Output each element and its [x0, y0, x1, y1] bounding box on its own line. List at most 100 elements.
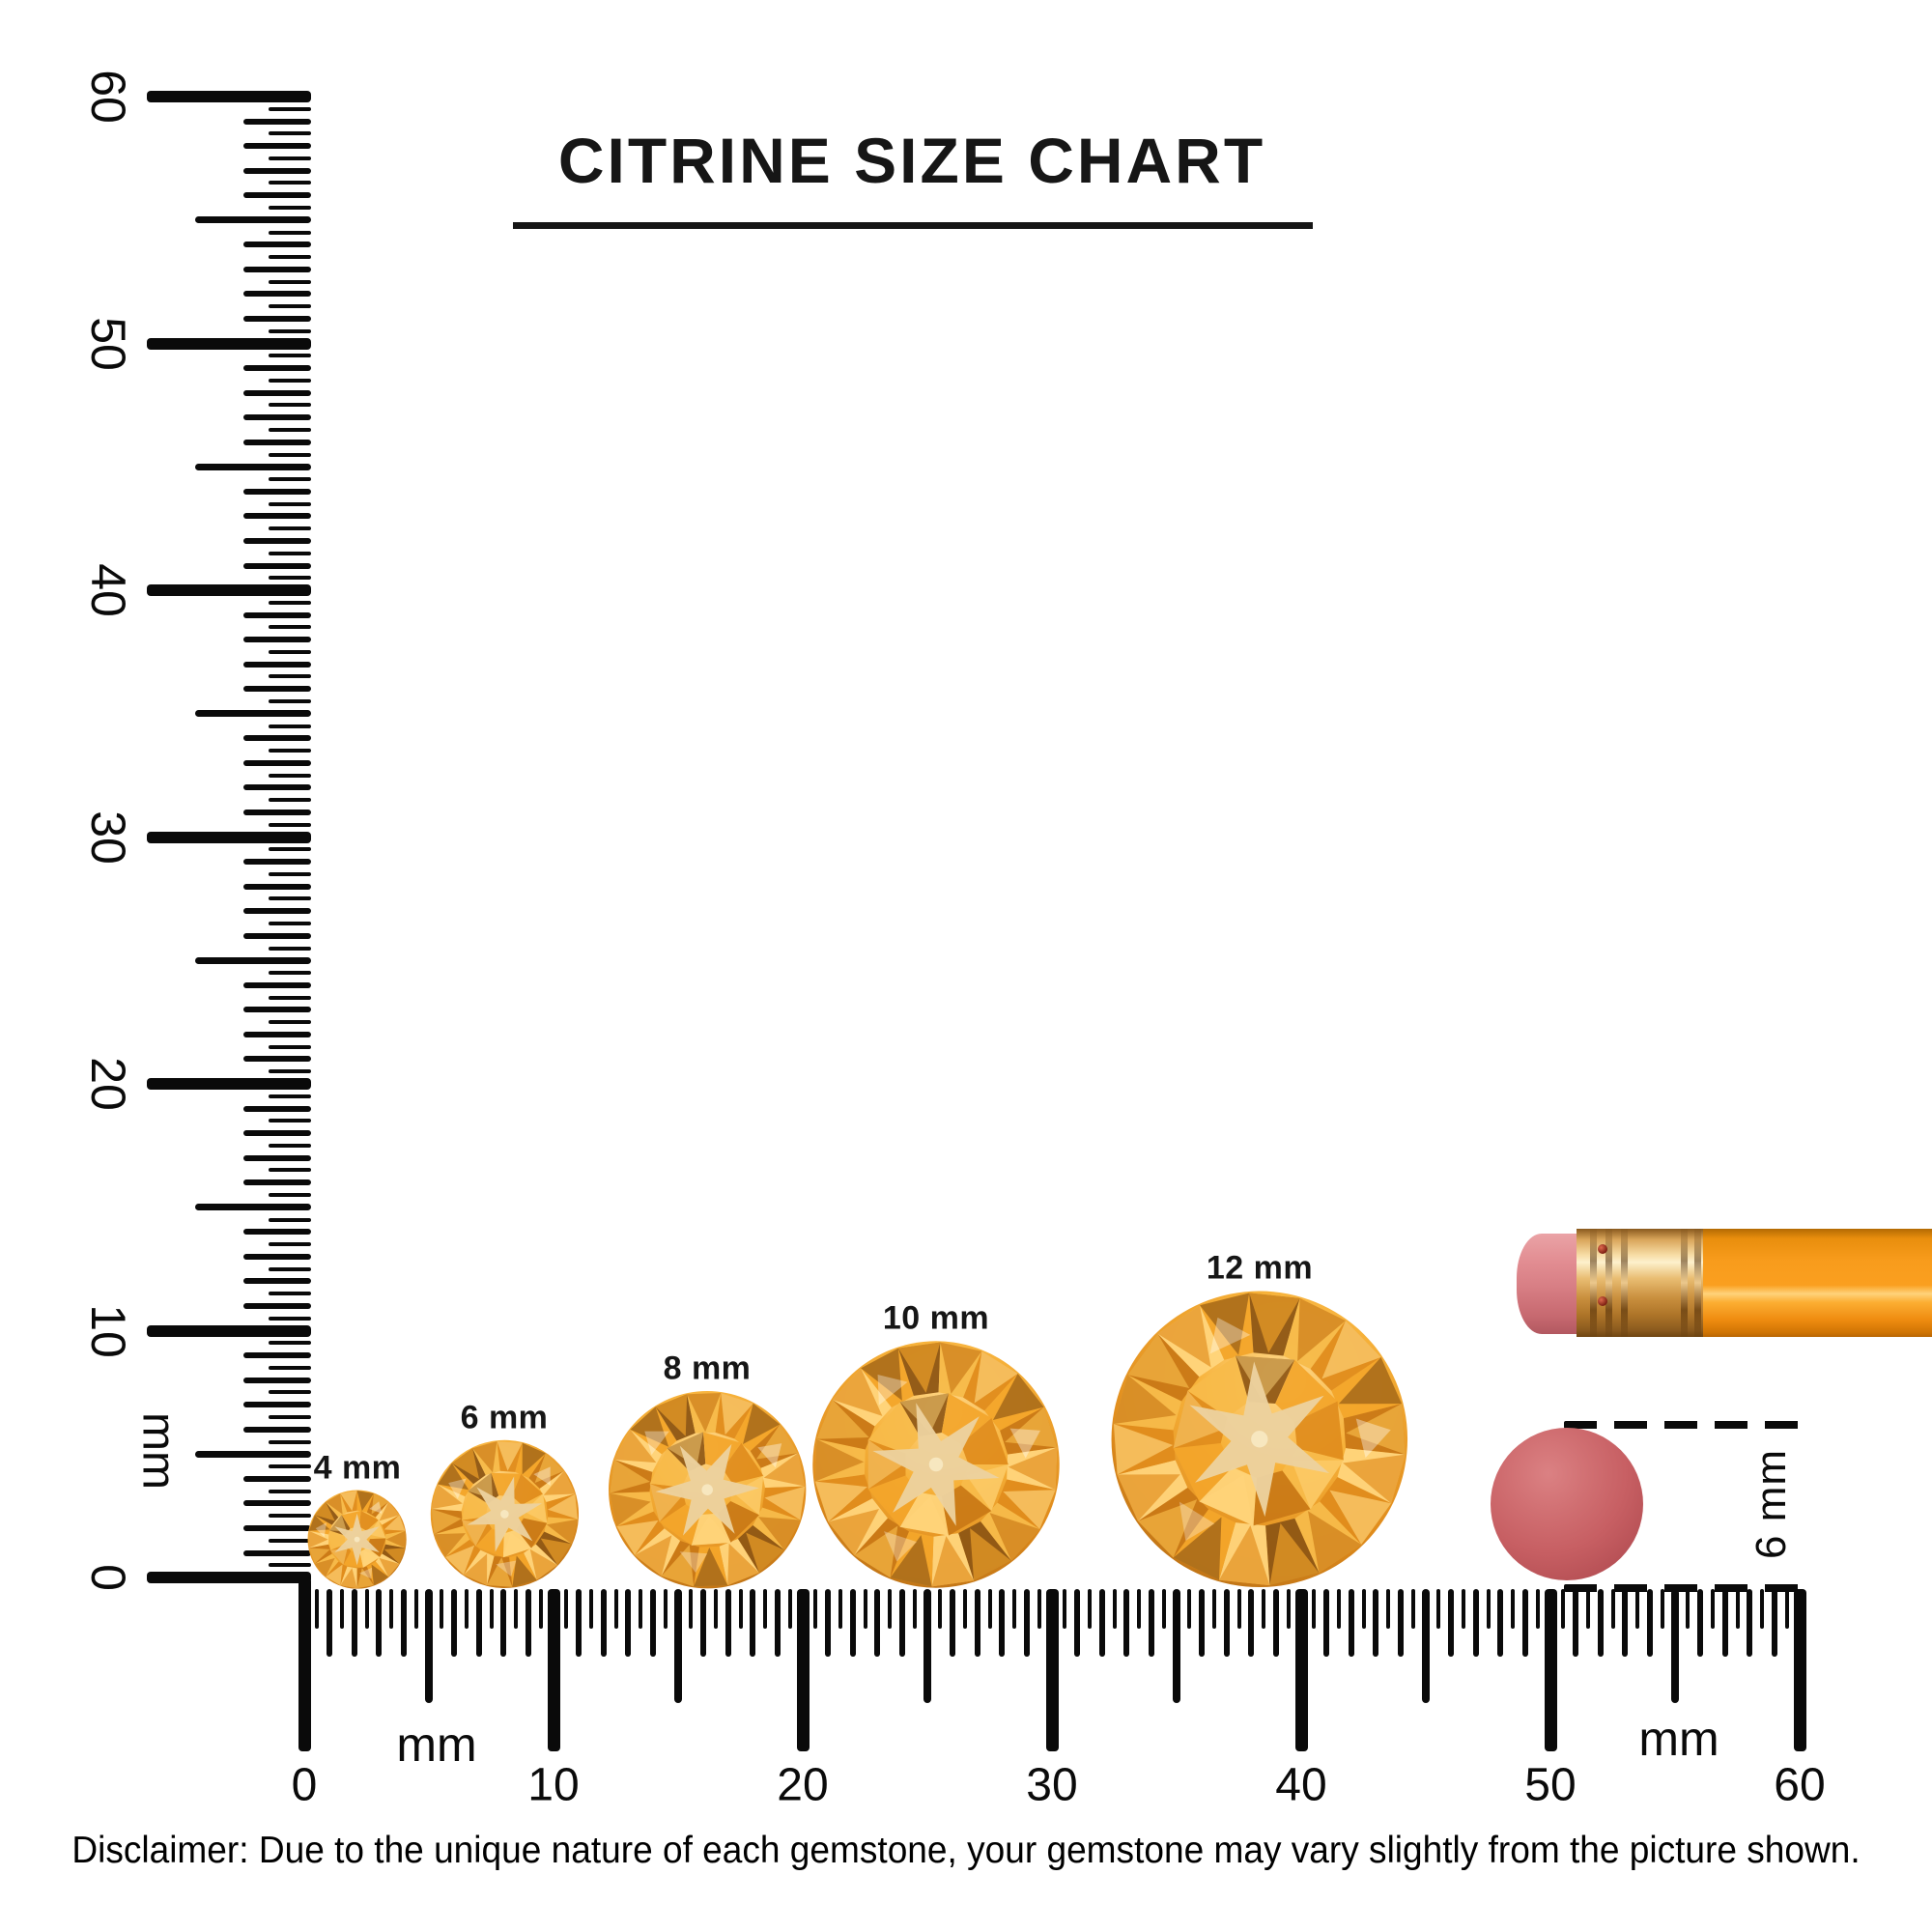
bottom-ruler-tick: [1522, 1589, 1529, 1657]
bottom-ruler-tick: [1461, 1589, 1465, 1629]
gem-10mm: [811, 1340, 1061, 1589]
bottom-ruler-tick: [1024, 1589, 1031, 1657]
bottom-ruler-tick: [1087, 1589, 1092, 1629]
bottom-ruler-tick: [1186, 1589, 1191, 1629]
eraser-disc: [1491, 1428, 1643, 1580]
bottom-ruler-tick: [588, 1589, 593, 1629]
bottom-ruler-tick: [401, 1589, 408, 1657]
disclaimer-text: Disclaimer: Due to the unique nature of …: [71, 1830, 1861, 1871]
gem-8mm: [608, 1390, 807, 1589]
bottom-ruler-tick: [775, 1589, 781, 1657]
bottom-ruler-tick: [326, 1589, 332, 1657]
left-ruler-tick: [243, 1549, 311, 1556]
left-ruler-tick: [269, 354, 311, 358]
bottom-ruler-tick: [1647, 1589, 1654, 1657]
bottom-ruler-tick: [699, 1589, 706, 1657]
left-ruler-tick: [195, 1204, 311, 1211]
bottom-ruler-tick: [450, 1589, 457, 1657]
bottom-ruler-number: 0: [291, 1759, 318, 1811]
bottom-ruler-tick: [1386, 1589, 1391, 1629]
left-ruler-tick: [269, 1242, 311, 1247]
left-ruler-tick: [243, 661, 311, 668]
left-ruler-tick: [269, 1365, 311, 1370]
bottom-ruler-tick: [1398, 1589, 1405, 1657]
left-ruler-tick: [269, 427, 311, 432]
left-ruler-tick: [195, 956, 311, 964]
bottom-ruler-tick: [1211, 1589, 1216, 1629]
left-ruler-tick: [243, 365, 311, 371]
ferrule-crimp-dot: [1598, 1244, 1607, 1254]
bottom-ruler-tick: [1098, 1589, 1105, 1657]
left-ruler-tick: [269, 1069, 311, 1074]
bottom-ruler-tick: [1248, 1589, 1255, 1657]
left-ruler-number: 50: [81, 316, 135, 371]
eraser-disc-size-label: 6 mm: [1747, 1449, 1795, 1559]
left-ruler-tick: [243, 1352, 311, 1358]
bottom-ruler-tick: [1447, 1589, 1454, 1657]
left-ruler-tick: [243, 242, 311, 248]
bottom-ruler-unit-label-left: mm: [396, 1718, 477, 1772]
left-ruler-tick: [269, 1464, 311, 1468]
bottom-ruler-tick: [500, 1589, 507, 1657]
gem-6mm: [430, 1439, 580, 1589]
left-ruler-tick: [243, 759, 311, 766]
left-ruler-tick: [243, 1229, 311, 1236]
bottom-ruler-tick: [1236, 1589, 1241, 1629]
left-ruler-tick: [269, 1020, 311, 1025]
left-ruler-number: 0: [81, 1564, 135, 1591]
bottom-ruler-tick: [1721, 1589, 1728, 1657]
left-ruler-tick: [243, 1154, 311, 1161]
left-ruler-tick: [243, 1475, 311, 1482]
bottom-ruler-tick: [414, 1589, 419, 1629]
left-ruler-tick: [269, 896, 311, 901]
bottom-ruler-tick: [475, 1589, 482, 1657]
left-ruler-tick: [269, 378, 311, 383]
bottom-ruler-tick: [364, 1589, 369, 1629]
left-ruler-tick: [269, 600, 311, 605]
bottom-ruler-tick: [1544, 1589, 1557, 1751]
bottom-ruler-tick: [1112, 1589, 1117, 1629]
left-ruler-tick: [269, 1193, 311, 1197]
left-ruler-tick: [195, 463, 311, 470]
ferrule-ridge: [1590, 1229, 1597, 1337]
bottom-ruler-tick: [625, 1589, 632, 1657]
left-ruler-tick: [147, 1078, 311, 1090]
left-ruler-tick: [243, 1056, 311, 1063]
bottom-ruler-number: 40: [1275, 1759, 1327, 1811]
left-ruler-tick: [269, 304, 311, 309]
bottom-ruler-tick: [888, 1589, 893, 1629]
bottom-ruler-tick: [987, 1589, 992, 1629]
left-ruler-tick: [243, 1426, 311, 1433]
left-ruler-tick: [147, 1572, 311, 1583]
left-ruler-tick: [243, 1377, 311, 1383]
left-ruler-tick: [269, 749, 311, 753]
left-ruler-tick: [269, 206, 311, 210]
bottom-ruler-tick: [339, 1589, 344, 1629]
bottom-ruler-tick: [937, 1589, 942, 1629]
left-ruler-tick: [243, 981, 311, 988]
left-ruler-tick: [269, 1439, 311, 1444]
bottom-ruler-tick: [575, 1589, 582, 1657]
measure-dashed-line-top: [1564, 1421, 1802, 1429]
bottom-ruler-number: 30: [1026, 1759, 1078, 1811]
left-ruler-tick: [243, 809, 311, 815]
bottom-ruler-tick: [425, 1589, 433, 1703]
bottom-ruler-number: 50: [1524, 1759, 1577, 1811]
bottom-ruler-tick: [563, 1589, 568, 1629]
bottom-ruler-tick: [1012, 1589, 1017, 1629]
bottom-ruler-tick: [788, 1589, 793, 1629]
bottom-ruler-tick: [547, 1589, 560, 1751]
left-ruler-tick: [243, 118, 311, 125]
bottom-ruler-tick: [439, 1589, 443, 1629]
bottom-ruler-tick: [1536, 1589, 1541, 1629]
bottom-ruler-tick: [298, 1577, 311, 1751]
bottom-ruler-tick: [713, 1589, 718, 1629]
left-ruler-tick: [243, 316, 311, 322]
page-title: CITRINE SIZE CHART: [557, 125, 1266, 196]
gem-size-label: 10 mm: [882, 1299, 990, 1337]
left-ruler-tick: [243, 1278, 311, 1285]
left-ruler-tick: [243, 1130, 311, 1137]
bottom-ruler-tick: [863, 1589, 867, 1629]
left-ruler-tick: [147, 91, 311, 102]
